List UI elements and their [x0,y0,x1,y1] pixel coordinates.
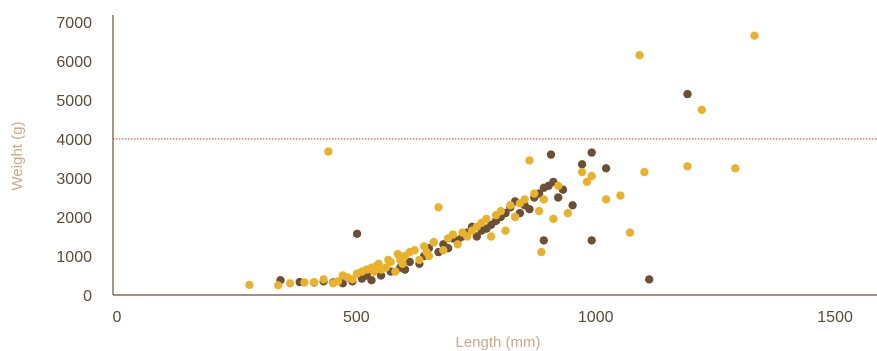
data-point-s1-26 [398,259,407,268]
y-tick-label-3000: 3000 [56,171,92,188]
data-point-s1-55 [530,189,539,198]
data-point-s0-54 [587,236,596,245]
y-tick-label-5000: 5000 [56,93,92,110]
data-point-s1-54 [525,156,534,165]
data-point-s0-50 [587,148,596,157]
y-tick-label-2000: 2000 [56,210,92,227]
data-point-s1-61 [563,208,572,218]
data-point-s1-48 [496,206,505,216]
data-point-s1-30 [415,255,424,265]
data-point-s1-50 [506,201,515,210]
data-point-s1-8 [333,277,343,286]
data-point-s1-51 [510,212,520,222]
data-point-s1-70 [683,162,692,171]
y-tick-label-0: 0 [83,288,92,305]
data-point-s1-11 [348,275,357,284]
data-point-s1-57 [537,247,546,257]
data-point-s1-2 [285,279,295,288]
data-point-s0-46 [554,193,563,202]
data-point-s1-29 [410,246,419,255]
data-point-s1-60 [554,181,563,190]
data-point-s1-67 [625,228,635,237]
data-point-s0-53 [683,89,692,99]
data-point-s0-55 [539,236,548,245]
data-point-s1-46 [487,232,496,241]
data-point-s1-39 [453,240,462,249]
data-point-s1-3 [300,278,309,287]
data-point-s1-73 [750,31,759,40]
data-point-s1-23 [391,267,400,276]
data-point-s1-71 [697,105,706,115]
y-tick-label-4000: 4000 [56,132,92,149]
data-point-s0-48 [568,201,577,210]
data-point-s0-51 [601,164,611,173]
data-point-s1-35 [434,203,443,212]
y-axis-ticks: 0 1000 2000 3000 4000 5000 6000 7000 [56,15,92,305]
data-point-s1-49 [501,226,510,235]
data-point-s1-62 [577,167,587,177]
x-tick-label-1000: 1000 [578,309,614,326]
x-tick-label-1500: 1500 [817,309,853,326]
data-point-s1-45 [482,214,491,224]
y-tick-label-7000: 7000 [56,15,92,32]
y-tick-label-1000: 1000 [56,249,92,266]
data-points [245,31,759,290]
x-axis-ticks: 0 500 1000 1500 [113,309,853,326]
data-point-s1-36 [439,246,448,255]
y-axis-title: Weight (g) [9,122,26,191]
x-axis-title: Length (mm) [455,334,540,351]
y-tick-label-6000: 6000 [56,54,92,71]
data-point-s1-65 [601,195,611,204]
data-point-s0-44 [546,150,556,159]
data-point-s1-0 [245,280,254,290]
data-point-s1-72 [731,164,740,173]
data-point-s1-38 [448,230,458,239]
data-point-s1-56 [534,206,544,216]
data-point-s1-22 [386,257,395,267]
data-point-s1-20 [381,263,391,272]
data-point-s0-28 [472,232,481,241]
data-point-s1-1 [274,281,283,290]
x-tick-label-0: 0 [113,309,122,326]
data-point-s1-5 [319,275,328,284]
data-point-s1-33 [424,251,434,261]
data-point-s0-7 [352,229,362,238]
data-point-s1-41 [463,232,472,241]
data-point-s0-15 [405,257,414,267]
data-point-s1-63 [582,177,592,187]
data-point-s1-6 [324,147,333,156]
data-point-s0-49 [577,160,587,169]
data-point-s1-4 [309,277,319,287]
data-point-s1-53 [520,195,529,204]
data-point-s1-34 [429,238,438,247]
data-point-s1-58 [539,195,548,204]
data-point-s0-39 [525,205,534,214]
data-point-s1-66 [616,191,625,200]
data-point-s1-64 [587,171,596,181]
axes [112,15,877,296]
data-point-s0-10 [367,276,376,285]
data-point-s0-11 [376,271,386,280]
data-point-s1-68 [635,51,644,60]
x-tick-label-500: 500 [343,309,370,326]
data-point-s0-52 [645,275,654,284]
data-point-s1-59 [549,214,558,224]
data-point-s1-69 [640,167,649,177]
